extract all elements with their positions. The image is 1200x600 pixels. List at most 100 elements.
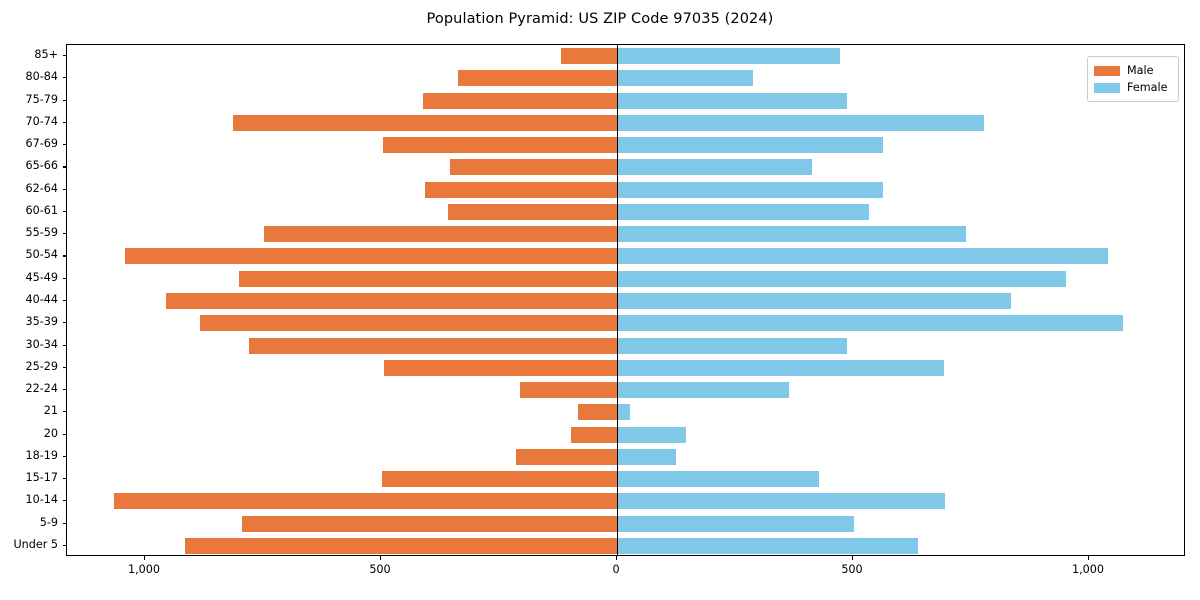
bar-female[interactable] bbox=[617, 382, 789, 399]
y-axis-tick-mark bbox=[62, 411, 66, 413]
bar-row bbox=[67, 203, 1184, 220]
bar-female[interactable] bbox=[617, 137, 884, 154]
bar-male[interactable] bbox=[239, 270, 617, 287]
bar-male[interactable] bbox=[382, 137, 617, 154]
bar-male[interactable] bbox=[457, 70, 617, 87]
bar-row bbox=[67, 248, 1184, 265]
y-axis-tick-label: 20 bbox=[43, 426, 58, 440]
y-axis-tick-mark bbox=[62, 544, 66, 546]
y-axis-tick-mark bbox=[62, 99, 66, 101]
bar-row bbox=[67, 426, 1184, 443]
legend-entry[interactable]: Male bbox=[1094, 62, 1172, 79]
y-axis-tick-label: 21 bbox=[43, 404, 58, 418]
bar-female[interactable] bbox=[617, 292, 1012, 309]
y-axis-tick-label: 45-49 bbox=[25, 270, 58, 284]
plot-area bbox=[66, 44, 1185, 556]
bar-male[interactable] bbox=[450, 159, 617, 176]
bar-female[interactable] bbox=[617, 404, 631, 421]
bar-row bbox=[67, 404, 1184, 421]
y-axis-tick-label: 40-44 bbox=[25, 293, 58, 306]
bar-row bbox=[67, 515, 1184, 532]
y-axis-tick-label: 85+ bbox=[34, 48, 58, 62]
y-axis-tick-mark bbox=[62, 500, 66, 502]
bar-male[interactable] bbox=[124, 248, 617, 265]
bar-row bbox=[67, 48, 1184, 65]
bar-row bbox=[67, 270, 1184, 287]
y-axis-tick-label: 5-9 bbox=[39, 515, 58, 529]
y-axis-tick-mark bbox=[62, 77, 66, 79]
bar-female[interactable] bbox=[617, 471, 820, 488]
x-axis-tick-label: 1,000 bbox=[127, 563, 161, 576]
y-axis-tick-label: 55-59 bbox=[25, 226, 58, 240]
bar-female[interactable] bbox=[617, 114, 984, 131]
legend-swatch-icon bbox=[1094, 65, 1120, 76]
y-axis-tick-label: 15-17 bbox=[25, 471, 58, 485]
bar-male[interactable] bbox=[425, 181, 617, 198]
bar-male[interactable] bbox=[381, 471, 617, 488]
x-axis-tick-label: 0 bbox=[612, 563, 620, 576]
bar-female[interactable] bbox=[617, 270, 1067, 287]
bar-female[interactable] bbox=[617, 359, 944, 376]
y-axis-tick-mark bbox=[62, 255, 66, 257]
bar-male[interactable] bbox=[264, 226, 617, 243]
bar-female[interactable] bbox=[617, 537, 919, 554]
y-axis-tick-label: 50-54 bbox=[25, 248, 58, 262]
bar-female[interactable] bbox=[617, 159, 812, 176]
legend[interactable]: Male Female bbox=[1087, 56, 1179, 102]
bar-row bbox=[67, 159, 1184, 176]
bar-male[interactable] bbox=[113, 493, 617, 510]
y-axis-tick-label: 60-61 bbox=[25, 203, 58, 217]
bar-row bbox=[67, 226, 1184, 243]
legend-label: Male bbox=[1127, 63, 1154, 77]
y-axis-tick-label: 35-39 bbox=[25, 315, 58, 329]
bar-male[interactable] bbox=[448, 203, 617, 220]
bar-male[interactable] bbox=[577, 404, 617, 421]
bar-row bbox=[67, 92, 1184, 109]
bar-female[interactable] bbox=[617, 92, 847, 109]
bar-female[interactable] bbox=[617, 493, 945, 510]
bar-male[interactable] bbox=[185, 537, 617, 554]
y-axis-tick-mark bbox=[62, 300, 66, 302]
bar-male[interactable] bbox=[200, 315, 617, 332]
bar-female[interactable] bbox=[617, 515, 855, 532]
x-axis-tick-label: 500 bbox=[841, 563, 863, 576]
bar-male[interactable] bbox=[249, 337, 617, 354]
y-axis-tick-mark bbox=[62, 121, 66, 123]
bar-female[interactable] bbox=[617, 48, 840, 65]
bar-female[interactable] bbox=[617, 315, 1123, 332]
bar-male[interactable] bbox=[519, 382, 617, 399]
y-axis-tick-label: 10-14 bbox=[25, 493, 58, 507]
bar-female[interactable] bbox=[617, 426, 686, 443]
bar-female[interactable] bbox=[617, 248, 1109, 265]
bar-male[interactable] bbox=[515, 448, 617, 465]
bar-row bbox=[67, 493, 1184, 510]
y-axis-tick-mark bbox=[62, 322, 66, 324]
y-axis-tick-mark bbox=[62, 522, 66, 524]
bar-male[interactable] bbox=[423, 92, 617, 109]
bar-row bbox=[67, 537, 1184, 554]
bar-row bbox=[67, 382, 1184, 399]
y-axis-tick-label: 30-34 bbox=[25, 337, 58, 351]
bar-female[interactable] bbox=[617, 181, 884, 198]
y-axis-tick-label: 25-29 bbox=[25, 359, 58, 373]
bar-male[interactable] bbox=[383, 359, 617, 376]
legend-entry[interactable]: Female bbox=[1094, 79, 1172, 96]
y-axis-tick-label: 22-24 bbox=[25, 382, 58, 396]
y-axis-tick-label: 62-64 bbox=[25, 181, 58, 195]
y-axis-tick-label: 75-79 bbox=[25, 92, 58, 106]
bar-female[interactable] bbox=[617, 70, 754, 87]
bar-female[interactable] bbox=[617, 337, 848, 354]
bar-male[interactable] bbox=[242, 515, 617, 532]
bar-row bbox=[67, 137, 1184, 154]
y-axis-tick-label: Under 5 bbox=[13, 537, 58, 551]
bar-male[interactable] bbox=[166, 292, 617, 309]
bar-male[interactable] bbox=[570, 426, 617, 443]
bar-female[interactable] bbox=[617, 203, 870, 220]
bar-female[interactable] bbox=[617, 448, 676, 465]
zero-axis-line bbox=[617, 45, 619, 555]
bar-male[interactable] bbox=[560, 48, 617, 65]
bar-female[interactable] bbox=[617, 226, 966, 243]
bar-row bbox=[67, 337, 1184, 354]
x-axis-tick-label: 1,000 bbox=[1071, 563, 1105, 576]
bar-male[interactable] bbox=[233, 114, 617, 131]
